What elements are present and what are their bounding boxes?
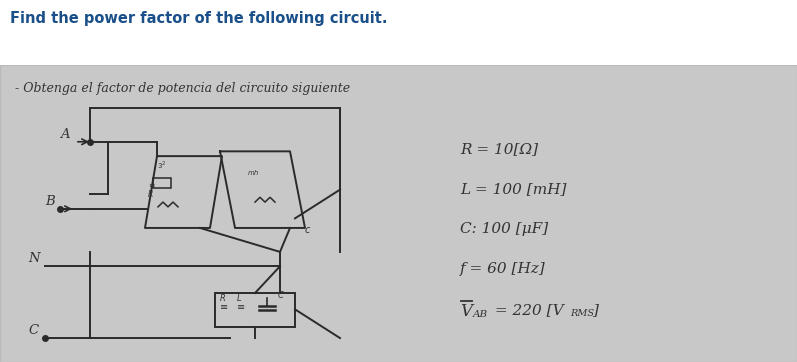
Text: R: R: [220, 294, 226, 303]
Text: ≡: ≡: [148, 181, 155, 190]
Text: L: L: [237, 294, 241, 303]
Text: C: 100 [μF]: C: 100 [μF]: [460, 222, 548, 236]
Text: mh: mh: [248, 170, 259, 176]
Text: RMS: RMS: [570, 310, 594, 318]
Text: 3: 3: [157, 163, 162, 169]
Text: Find the power factor of the following circuit.: Find the power factor of the following c…: [10, 11, 387, 26]
Text: L = 100 [mH]: L = 100 [mH]: [460, 182, 567, 196]
Text: f = 60 [Hz]: f = 60 [Hz]: [460, 262, 546, 277]
Text: C: C: [28, 324, 38, 337]
Text: A: A: [60, 128, 69, 141]
Text: R: R: [148, 190, 153, 199]
Text: c: c: [305, 225, 310, 235]
Bar: [153, 178, 171, 188]
Text: R = 10[Ω]: R = 10[Ω]: [460, 142, 538, 156]
Text: AB: AB: [473, 310, 488, 319]
Text: ≡: ≡: [237, 302, 245, 312]
Text: ≡: ≡: [220, 302, 228, 312]
Text: ]: ]: [592, 303, 598, 317]
Text: 2: 2: [162, 161, 166, 166]
Text: - Obtenga el factor de potencia del circuito siguiente: - Obtenga el factor de potencia del circ…: [15, 83, 350, 96]
Bar: [215, 293, 295, 327]
Text: V: V: [460, 303, 472, 320]
Text: C: C: [278, 291, 284, 300]
Text: N: N: [28, 252, 40, 265]
Text: B: B: [45, 195, 55, 208]
Text: = 220 [V: = 220 [V: [490, 303, 563, 317]
